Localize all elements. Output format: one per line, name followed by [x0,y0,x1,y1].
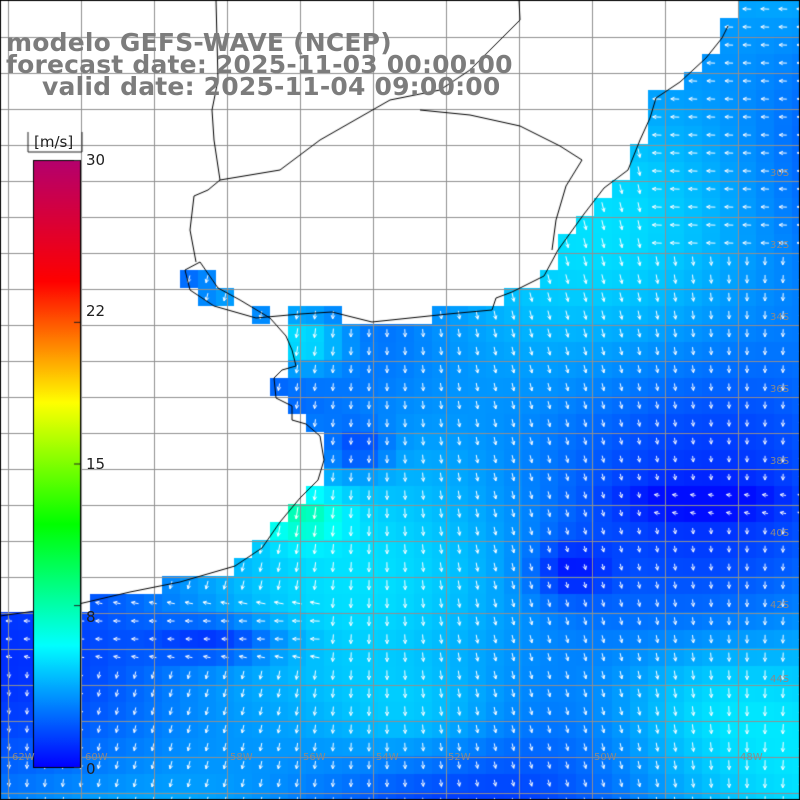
colorbar-tick-min: 0 [86,760,96,778]
valid-date: valid date: 2025-11-04 09:00:00 [42,72,501,101]
lon-label: 56W [303,752,326,763]
lat-label: 40S [770,528,790,539]
colorbar-unit: [m/s] [34,133,74,151]
forecast-date: forecast date: 2025-11-03 00:00:00 [6,50,513,79]
lon-label: 52W [448,752,471,763]
lon-label: 50W [594,752,617,763]
lat-label: 34S [770,312,790,323]
colorbar-tick-22: 22 [86,302,106,320]
lat-label: 36S [770,384,790,395]
colorbar-tick-8: 8 [86,608,96,626]
lat-label: 38S [770,456,790,467]
lon-label: 48W [740,752,763,763]
lat-label: 30S [770,168,790,179]
lon-label: 62W [12,752,35,763]
lon-label: 60W [85,752,108,763]
lat-label: 42S [770,600,790,611]
lon-label: 54W [376,752,399,763]
colorbar-tick-15: 15 [86,455,106,473]
colorbar-tick-max: 30 [86,151,106,169]
lon-label: 58W [230,752,253,763]
lat-label: 32S [770,240,790,251]
model-title: modelo GEFS-WAVE (NCEP) [6,28,392,57]
lat-label: 44S [770,674,790,685]
